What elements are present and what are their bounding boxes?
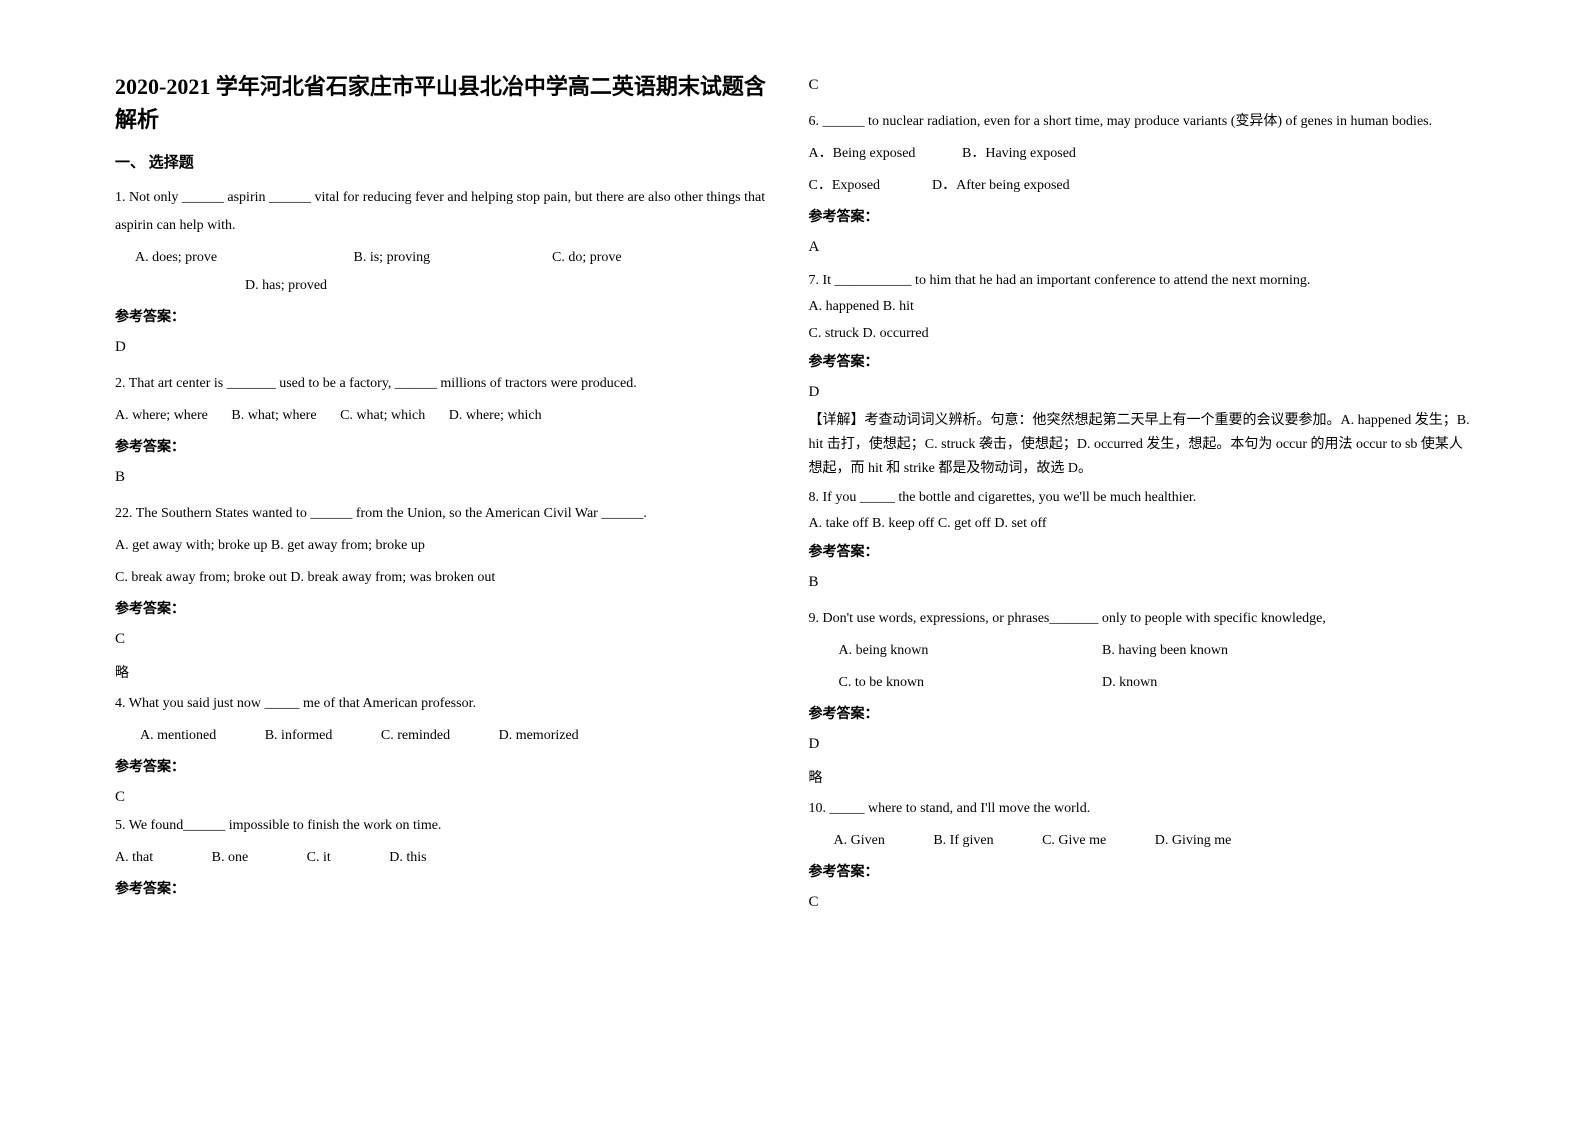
q9-text: 9. Don't use words, expressions, or phra… xyxy=(809,605,1473,633)
q8-answer: B xyxy=(809,567,1473,597)
q1-answer-label: 参考答案： xyxy=(115,306,779,326)
q10-opt-a: A. Given xyxy=(834,827,885,855)
q3-line1: A. get away with; broke up B. get away f… xyxy=(115,532,779,560)
q1-opt-b: B. is; proving xyxy=(354,244,549,272)
q5-opt-d: D. this xyxy=(389,844,426,872)
q3-line2: C. break away from; broke out D. break a… xyxy=(115,564,779,592)
q9-line1: A. being known B. having been known xyxy=(809,637,1473,665)
q1-answer: D xyxy=(115,332,779,362)
q2-opt-d: D. where; which xyxy=(449,402,542,430)
q10-opt-b: B. If given xyxy=(933,827,993,855)
q10-answer: C xyxy=(809,887,1473,917)
q2-text: 2. That art center is _______ used to be… xyxy=(115,370,779,398)
q10-answer-label: 参考答案： xyxy=(809,861,1473,881)
q7-answer: D xyxy=(809,377,1473,407)
q8-options: A. take off B. keep off C. get off D. se… xyxy=(809,513,1473,535)
q4-options: A. mentioned B. informed C. reminded D. … xyxy=(115,722,779,750)
q7-line1: A. happened B. hit xyxy=(809,296,1473,318)
q10-opt-d: D. Giving me xyxy=(1155,827,1232,855)
q9-answer: D xyxy=(809,729,1473,759)
q4-answer: C xyxy=(115,782,779,812)
q2-opt-b: B. what; where xyxy=(231,402,316,430)
q7-text: 7. It ___________ to him that he had an … xyxy=(809,270,1473,292)
q5-opt-c: C. it xyxy=(307,844,331,872)
q3-answer-label: 参考答案： xyxy=(115,598,779,618)
q6-opt-d: D．After being exposed xyxy=(932,178,1070,193)
q4-opt-a: A. mentioned xyxy=(140,722,216,750)
q5-opt-a: A. that xyxy=(115,844,153,872)
q9-skip: 略 xyxy=(809,767,1473,787)
q6-line2: C．Exposed D．After being exposed xyxy=(809,172,1473,200)
q6-opt-b: B．Having exposed xyxy=(962,146,1076,161)
q4-text: 4. What you said just now _____ me of th… xyxy=(115,690,779,718)
q6-answer: A xyxy=(809,232,1473,262)
q2-answer-label: 参考答案： xyxy=(115,436,779,456)
q9-opt-d: D. known xyxy=(1102,669,1157,697)
q1-opt-c: C. do; prove xyxy=(552,244,622,272)
q5-opt-b: B. one xyxy=(212,844,249,872)
q5-answer: C xyxy=(809,70,1473,100)
q9-answer-label: 参考答案： xyxy=(809,703,1473,723)
q1-opt-a: A. does; prove xyxy=(135,244,350,272)
q4-opt-b: B. informed xyxy=(265,722,333,750)
q3-text: 22. The Southern States wanted to ______… xyxy=(115,500,779,528)
q9-line2: C. to be known D. known xyxy=(809,669,1473,697)
q1-text: 1. Not only ______ aspirin ______ vital … xyxy=(115,184,779,240)
q3-skip: 略 xyxy=(115,662,779,682)
q8-text: 8. If you _____ the bottle and cigarette… xyxy=(809,487,1473,509)
q2-options: A. where; where B. what; where C. what; … xyxy=(115,402,779,430)
q8-answer-label: 参考答案： xyxy=(809,541,1473,561)
q6-line1: A．Being exposed B．Having exposed xyxy=(809,140,1473,168)
q6-answer-label: 参考答案： xyxy=(809,206,1473,226)
q9-opt-b: B. having been known xyxy=(1102,637,1228,665)
q4-answer-label: 参考答案： xyxy=(115,756,779,776)
q5-text: 5. We found______ impossible to finish t… xyxy=(115,812,779,840)
q10-text: 10. _____ where to stand, and I'll move … xyxy=(809,795,1473,823)
q2-answer: B xyxy=(115,462,779,492)
q4-opt-c: C. reminded xyxy=(381,722,450,750)
q6-opt-a: A．Being exposed xyxy=(809,140,959,168)
q3-answer: C xyxy=(115,624,779,654)
q4-opt-d: D. memorized xyxy=(499,722,579,750)
q1-options: A. does; prove B. is; proving C. do; pro… xyxy=(115,244,779,300)
q6-opt-c: C．Exposed xyxy=(809,172,929,200)
q7-explanation: 【详解】考查动词词义辨析。句意：他突然想起第二天早上有一个重要的会议要参加。A.… xyxy=(809,409,1473,480)
q9-opt-c: C. to be known xyxy=(809,669,1099,697)
q1-opt-d: D. has; proved xyxy=(135,272,779,300)
q7-answer-label: 参考答案： xyxy=(809,351,1473,371)
q7-line2: C. struck D. occurred xyxy=(809,323,1473,345)
q10-options: A. Given B. If given C. Give me D. Givin… xyxy=(809,827,1473,855)
q9-opt-a: A. being known xyxy=(809,637,1099,665)
q10-opt-c: C. Give me xyxy=(1042,827,1106,855)
left-column: 2020-2021 学年河北省石家庄市平山县北冶中学高二英语期末试题含解析 一、… xyxy=(100,70,794,1082)
section-header: 一、 选择题 xyxy=(115,151,779,172)
q2-opt-c: C. what; which xyxy=(340,402,425,430)
q5-answer-label: 参考答案： xyxy=(115,878,779,898)
q2-opt-a: A. where; where xyxy=(115,402,208,430)
q6-text: 6. ______ to nuclear radiation, even for… xyxy=(809,108,1473,136)
q5-options: A. that B. one C. it D. this xyxy=(115,844,779,872)
right-column: C 6. ______ to nuclear radiation, even f… xyxy=(794,70,1488,1082)
document-title: 2020-2021 学年河北省石家庄市平山县北冶中学高二英语期末试题含解析 xyxy=(115,70,779,136)
